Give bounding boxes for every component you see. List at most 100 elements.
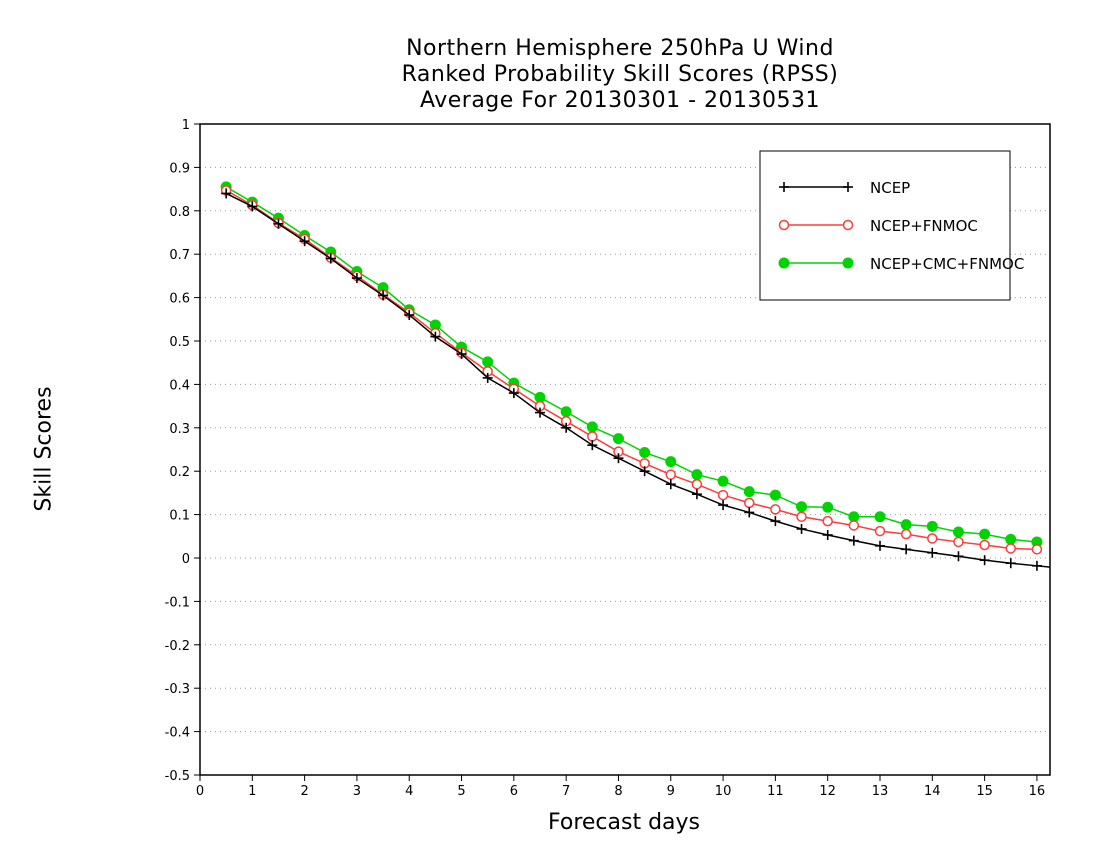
grid-lines [200,166,1050,733]
legend-marker [843,182,853,192]
legend-marker [842,257,854,269]
data-point-ncep-cmc-fnmoc [691,469,703,481]
data-point-ncep-fnmoc [743,497,755,509]
legend-marker [778,219,790,231]
data-point-ncep-cmc-fnmoc [586,421,598,433]
x-tick-label: 4 [405,784,413,799]
data-point-ncep-fnmoc [796,511,807,523]
data-point-ncep-fnmoc [874,525,886,537]
y-tick-label: 0.6 [169,292,190,307]
legend-item-ncep-fnmoc: NCEP+FNMOC [778,217,978,235]
data-point-ncep-fnmoc [717,489,729,501]
x-tick-label: 9 [667,784,675,799]
data-point-ncep-fnmoc [1005,543,1017,554]
legend-marker [778,257,790,269]
y-tick-label: 0.5 [169,335,190,350]
series-group [220,181,1051,571]
legend-label: NCEP+FNMOC [870,217,978,235]
data-point-ncep-cmc-fnmoc [874,511,886,523]
series-ncep-fnmoc [220,185,1043,555]
data-point-ncep [1005,558,1016,569]
x-tick-label: 0 [196,784,204,799]
y-tick-label: -0.2 [165,639,190,654]
data-point-ncep [639,466,650,477]
data-point-ncep [221,188,232,199]
x-tick-label: 5 [457,784,465,799]
data-point-ncep-cmc-fnmoc [743,486,755,498]
y-tick-label: -0.1 [165,595,190,610]
legend: NCEP NCEP+FNMOC NCEP+CMC+FNMOC [759,150,1024,301]
series-ncep [221,188,1051,571]
x-tick-label: 14 [924,784,941,799]
legend-marker [842,219,854,231]
plot-frame [199,123,1051,776]
data-point-ncep-cmc-fnmoc [717,475,729,487]
data-point-ncep-fnmoc [848,520,860,531]
x-tick-label: 12 [819,784,836,799]
x-tick-label: 2 [300,784,308,799]
x-tick-label: 16 [1029,784,1046,799]
data-point-ncep [691,489,702,500]
data-point-ncep [482,372,493,383]
x-axis-label: Forecast days [547,810,701,835]
data-point-ncep [744,507,755,518]
data-point-ncep [587,440,598,451]
data-point-ncep-cmc-fnmoc [639,447,651,459]
data-point-ncep [430,331,441,342]
data-point-ncep [351,273,362,284]
data-point-ncep-cmc-fnmoc [612,433,624,445]
data-point-ncep-cmc-fnmoc [926,520,938,532]
x-tick-label: 13 [872,784,889,799]
data-point-ncep [979,555,990,566]
y-tick-label: 0.7 [169,248,190,263]
data-point-ncep [378,290,389,301]
data-point-ncep [299,236,310,247]
legend-item-ncep: NCEP [779,179,910,197]
legend-item-ncep-cmc-fnmoc: NCEP+CMC+FNMOC [778,255,1024,273]
x-tick-label: 15 [976,784,993,799]
data-point-ncep [325,253,336,264]
data-point-ncep-cmc-fnmoc [952,526,964,538]
y-tick-label: 0.1 [169,509,190,524]
data-point-ncep [796,523,807,534]
data-point-ncep [901,544,912,555]
y-tick-label: 0.3 [169,422,190,437]
data-point-ncep-fnmoc [900,528,912,540]
data-point-ncep [927,547,938,558]
data-point-ncep [665,479,676,490]
data-point-ncep-cmc-fnmoc [665,456,677,468]
data-point-ncep [953,551,964,562]
data-point-ncep-cmc-fnmoc [769,489,781,501]
y-tick-label: 0 [182,552,190,567]
x-tick-label: 8 [614,784,622,799]
y-tick-label: -0.5 [165,769,190,784]
y-tick-label: -0.4 [165,726,190,741]
legend-marker [779,182,789,192]
chart-title-line-1: Northern Hemisphere 250hPa U Wind [406,36,834,61]
data-point-ncep-cmc-fnmoc [979,528,991,540]
y-tick-label: -0.3 [165,682,190,697]
data-point-ncep [273,218,284,229]
x-tick-label: 6 [510,784,518,799]
data-point-ncep [822,529,833,540]
data-point-ncep [718,500,729,511]
y-tick-label: 1 [182,118,190,133]
data-point-ncep-fnmoc [953,536,964,548]
y-tick-label: 0.8 [169,205,190,220]
data-point-ncep-fnmoc [665,469,677,480]
data-point-ncep [1031,560,1042,571]
data-point-ncep-fnmoc [587,431,598,442]
data-point-ncep [613,453,624,464]
chart-title-line-2: Ranked Probability Skill Scores (RPSS) [401,62,839,87]
data-point-ncep [247,201,258,212]
x-tick-label: 11 [767,784,784,799]
data-point-ncep [535,407,545,418]
data-point-ncep-cmc-fnmoc [796,501,808,513]
legend-label: NCEP+CMC+FNMOC [870,255,1024,273]
data-point-ncep-cmc-fnmoc [1005,533,1017,545]
data-point-ncep-cmc-fnmoc [822,501,834,513]
x-tick-label: 7 [562,784,570,799]
x-tick-label: 10 [715,784,732,799]
axes: -0.5 -0.4 -0.3 -0.2 -0.1 0 0.1 0.2 0.3 0.4 0.5 0.6 0… [165,118,1051,799]
